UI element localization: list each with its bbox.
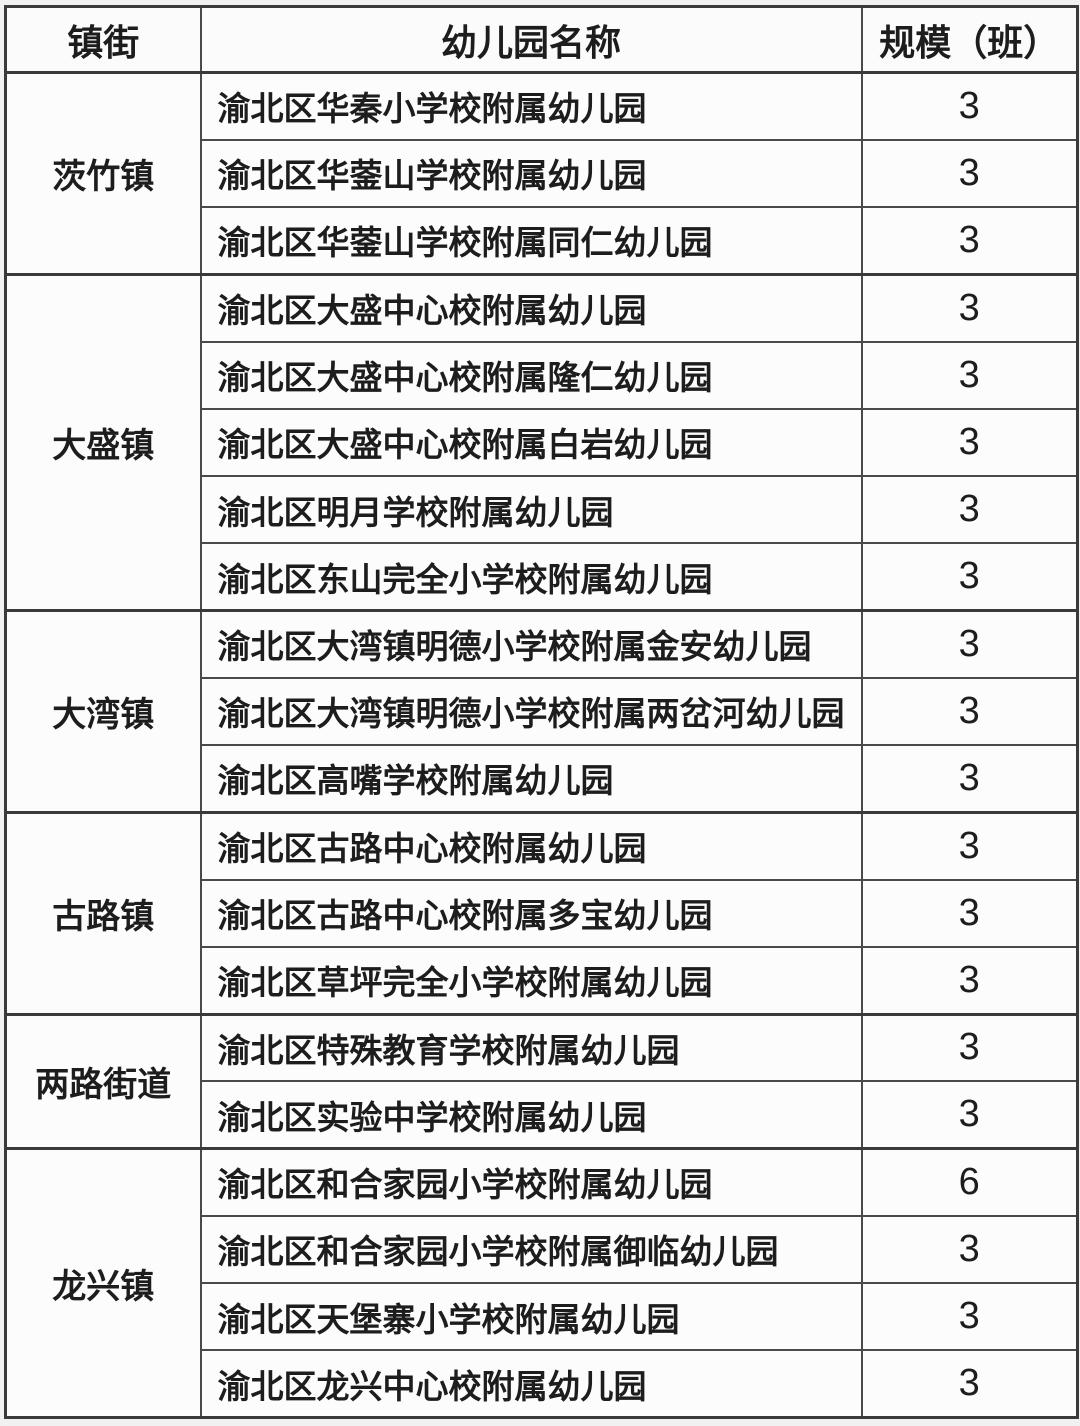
kindergarten-table: 镇街 幼儿园名称 规模（班） 茨竹镇 渝北区华秦小学校附属幼儿园 3 渝北区华蓥山学校… — [4, 5, 1079, 1419]
kindergarten-name-cell: 渝北区大盛中心校附属隆仁幼儿园 — [199, 340, 863, 410]
town-cell: 两路街道 — [4, 1012, 202, 1150]
town-cell: 龙兴镇 — [4, 1147, 202, 1419]
table-row: 渝北区东山完全小学校附属幼儿园 3 — [6, 542, 1079, 612]
class-count-cell: 3 — [860, 70, 1079, 141]
class-count-cell: 3 — [860, 272, 1079, 343]
kindergarten-name-cell: 渝北区草坪完全小学校附属幼儿园 — [199, 945, 863, 1016]
class-count-cell: 3 — [860, 542, 1079, 612]
class-count-cell: 3 — [860, 407, 1079, 478]
kindergarten-name-cell: 渝北区大盛中心校附属幼儿园 — [199, 272, 863, 343]
class-count-cell: 3 — [860, 810, 1079, 881]
table-row: 渝北区大盛中心校附属白岩幼儿园 3 — [6, 407, 1079, 478]
kindergarten-name-cell: 渝北区和合家园小学校附属幼儿园 — [199, 1146, 863, 1217]
table-row: 茨竹镇 渝北区华秦小学校附属幼儿园 3 — [4, 70, 1079, 276]
kindergarten-name-cell: 渝北区特殊教育学校附属幼儿园 — [199, 1012, 863, 1083]
kindergarten-name-cell: 渝北区天堡寨小学校附属幼儿园 — [199, 1281, 863, 1352]
kindergarten-name-cell: 渝北区龙兴中心校附属幼儿园 — [199, 1349, 863, 1419]
class-count-cell: 3 — [860, 205, 1079, 276]
table-row: 渝北区草坪完全小学校附属幼儿园 3 — [6, 945, 1079, 1016]
kindergarten-name-cell: 渝北区华蓥山学校附属同仁幼儿园 — [199, 205, 863, 276]
header-scale: 规模（班） — [860, 5, 1079, 74]
town-cell: 茨竹镇 — [4, 71, 202, 276]
table-row: 渝北区天堡寨小学校附属幼儿园 3 — [6, 1281, 1079, 1352]
class-count-cell: 3 — [860, 743, 1079, 814]
town-cell: 古路镇 — [4, 810, 202, 1015]
kindergarten-name-cell: 渝北区大盛中心校附属白岩幼儿园 — [199, 407, 863, 478]
table-row: 大盛镇 渝北区大盛中心校附属幼儿园 3 — [4, 272, 1079, 612]
table-row: 渝北区大湾镇明德小学校附属两岔河幼儿园 3 — [6, 676, 1079, 747]
table-row: 古路镇 渝北区古路中心校附属幼儿园 3 — [4, 810, 1079, 1015]
kindergarten-name-cell: 渝北区实验中学校附属幼儿园 — [199, 1080, 863, 1150]
class-count-cell: 3 — [860, 945, 1079, 1016]
header-row: 镇街 幼儿园名称 规模（班） — [4, 5, 1079, 74]
table-row: 渝北区实验中学校附属幼儿园 3 — [6, 1080, 1079, 1150]
class-count-cell: 3 — [860, 1080, 1079, 1150]
table-header: 镇街 幼儿园名称 规模（班） — [4, 5, 1079, 74]
class-count-cell: 3 — [860, 878, 1079, 948]
table-row: 渝北区大盛中心校附属隆仁幼儿园 3 — [6, 340, 1079, 410]
header-town: 镇街 — [4, 5, 202, 74]
kindergarten-name-cell: 渝北区东山完全小学校附属幼儿园 — [199, 542, 863, 612]
town-cell: 大湾镇 — [4, 609, 202, 814]
table-row: 渝北区古路中心校附属多宝幼儿园 3 — [6, 878, 1079, 948]
table-row: 龙兴镇 渝北区和合家园小学校附属幼儿园 6 — [4, 1146, 1079, 1419]
table-row: 渝北区明月学校附属幼儿园 3 — [6, 474, 1079, 545]
class-count-cell: 3 — [860, 676, 1079, 747]
class-count-cell: 3 — [860, 340, 1079, 410]
table-row: 渝北区高嘴学校附属幼儿园 3 — [6, 743, 1079, 814]
class-count-cell: 3 — [860, 138, 1079, 209]
kindergarten-name-cell: 渝北区明月学校附属幼儿园 — [199, 474, 863, 545]
table-row: 渝北区华蓥山学校附属幼儿园 3 — [6, 138, 1079, 209]
kindergarten-name-cell: 渝北区古路中心校附属幼儿园 — [199, 810, 863, 881]
kindergarten-name-cell: 渝北区华蓥山学校附属幼儿园 — [199, 138, 863, 209]
table-row: 渝北区和合家园小学校附属御临幼儿园 3 — [6, 1214, 1079, 1285]
kindergarten-name-cell: 渝北区大湾镇明德小学校附属两岔河幼儿园 — [199, 676, 863, 747]
town-cell: 大盛镇 — [4, 272, 202, 612]
table-row: 渝北区龙兴中心校附属幼儿园 3 — [6, 1349, 1079, 1419]
class-count-cell: 3 — [860, 1281, 1079, 1352]
class-count-cell: 3 — [860, 608, 1079, 679]
table-body: 茨竹镇 渝北区华秦小学校附属幼儿园 3 渝北区华蓥山学校附属幼儿园 3 渝北区华蓥山学校附… — [4, 70, 1079, 1419]
class-count-cell: 3 — [860, 1349, 1079, 1419]
table-row: 两路街道 渝北区特殊教育学校附属幼儿园 3 — [4, 1012, 1079, 1150]
kindergarten-name-cell: 渝北区高嘴学校附属幼儿园 — [199, 743, 863, 814]
kindergarten-name-cell: 渝北区华秦小学校附属幼儿园 — [199, 70, 863, 141]
header-kindergarten-name: 幼儿园名称 — [199, 5, 863, 74]
table-row: 渝北区华蓥山学校附属同仁幼儿园 3 — [6, 205, 1079, 276]
class-count-cell: 6 — [860, 1146, 1079, 1217]
class-count-cell: 3 — [860, 474, 1079, 545]
table-row: 大湾镇 渝北区大湾镇明德小学校附属金安幼儿园 3 — [4, 608, 1079, 814]
kindergarten-name-cell: 渝北区古路中心校附属多宝幼儿园 — [199, 878, 863, 948]
class-count-cell: 3 — [860, 1214, 1079, 1285]
kindergarten-name-cell: 渝北区大湾镇明德小学校附属金安幼儿园 — [199, 608, 863, 679]
class-count-cell: 3 — [860, 1012, 1079, 1083]
kindergarten-name-cell: 渝北区和合家园小学校附属御临幼儿园 — [199, 1214, 863, 1285]
